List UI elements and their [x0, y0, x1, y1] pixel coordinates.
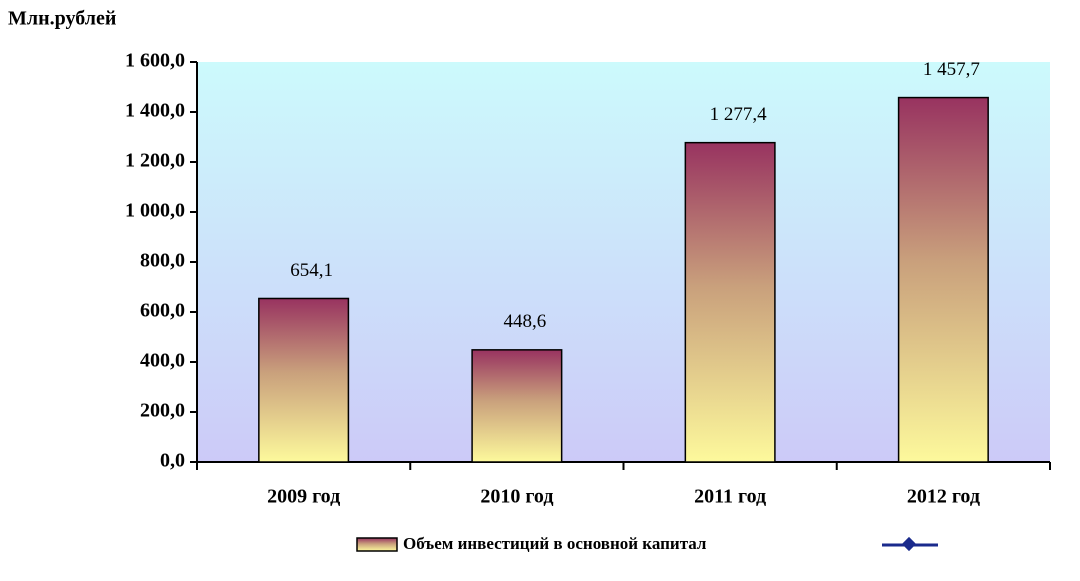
x-tick-label: 2012 год	[907, 486, 980, 508]
y-tick-label: 1 600,0	[125, 50, 185, 72]
x-tick-label: 2009 год	[267, 486, 340, 508]
bar	[897, 96, 989, 463]
value-label: 1 277,4	[710, 104, 768, 125]
y-tick-label: 800,0	[140, 250, 185, 272]
value-label: 1 457,7	[923, 59, 980, 80]
value-label: 654,1	[290, 260, 333, 281]
x-tick-label: 2011 год	[694, 486, 766, 508]
legend-label: Объем инвестиций в основной капитал	[403, 534, 707, 553]
y-tick-label: 1 400,0	[125, 100, 185, 122]
y-tick-label: 200,0	[140, 400, 185, 422]
y-tick-label: 400,0	[140, 350, 185, 372]
value-label: 448,6	[504, 311, 547, 332]
bar	[471, 349, 563, 463]
bar	[684, 141, 776, 463]
y-tick-label: 1 200,0	[125, 150, 185, 172]
bar	[258, 297, 350, 463]
y-tick-label: 0,0	[160, 450, 185, 472]
legend-swatch	[356, 537, 398, 552]
y-axis-label: Млн.рублей	[8, 8, 116, 30]
y-tick-label: 1 000,0	[125, 200, 185, 222]
x-tick-label: 2010 год	[480, 486, 553, 508]
legend-marker	[901, 536, 917, 552]
y-tick-label: 600,0	[140, 300, 185, 322]
